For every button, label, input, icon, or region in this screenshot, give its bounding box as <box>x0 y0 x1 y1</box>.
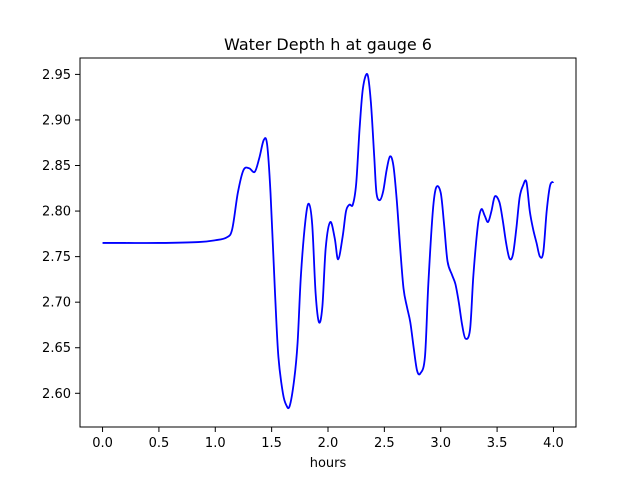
chart-title: Water Depth h at gauge 6 <box>224 35 432 54</box>
x-tick-label: 2.5 <box>374 436 395 451</box>
y-tick-label: 2.80 <box>42 205 71 220</box>
y-tick-label: 2.75 <box>42 250 71 265</box>
plot-area <box>79 57 577 428</box>
y-tick-label: 2.60 <box>42 387 71 402</box>
x-tick-label: 1.5 <box>261 436 282 451</box>
y-tick-label: 2.65 <box>42 341 71 356</box>
x-axis: 0.0 0.5 1.0 1.5 2.0 2.5 3.0 3.5 4.0 <box>92 427 564 451</box>
x-axis-label: hours <box>310 456 347 471</box>
y-tick-label: 2.90 <box>42 113 71 128</box>
x-tick-label: 4.0 <box>543 436 564 451</box>
x-tick-label: 3.5 <box>487 436 508 451</box>
x-tick-label: 0.5 <box>149 436 170 451</box>
y-tick-label: 2.95 <box>42 68 71 83</box>
y-axis: 2.60 2.65 2.70 2.75 2.80 2.85 2.90 2.95 <box>42 68 80 402</box>
x-tick-label: 1.0 <box>205 436 226 451</box>
x-tick-label: 2.0 <box>318 436 339 451</box>
y-tick-label: 2.70 <box>42 296 71 311</box>
series-line <box>102 73 555 410</box>
x-tick-label: 0.0 <box>92 436 113 451</box>
y-tick-label: 2.85 <box>42 159 71 174</box>
x-tick-label: 3.0 <box>430 436 451 451</box>
